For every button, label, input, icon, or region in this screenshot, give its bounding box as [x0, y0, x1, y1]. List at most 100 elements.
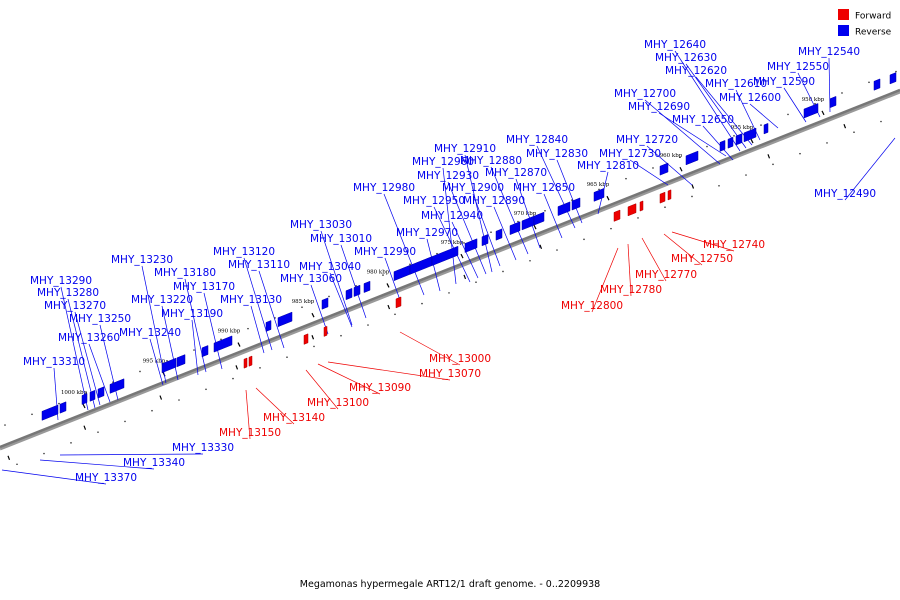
track-dot-lower — [313, 345, 315, 348]
reverse-gene-glyph — [89, 389, 96, 402]
scale-tick-mark — [679, 166, 683, 172]
scale-tick-mark — [83, 425, 87, 430]
track-dot-upper — [841, 92, 843, 94]
reverse-leader-line — [472, 193, 501, 267]
track-dot-lower — [583, 238, 585, 241]
forward-gene-glyph — [395, 296, 402, 309]
reverse-gene-label: MHY_13230 — [111, 254, 173, 266]
reverse-gene-label: MHY_13110 — [228, 259, 290, 271]
reverse-gene-glyph — [743, 127, 757, 143]
reverse-gene-label: MHY_12640 — [644, 39, 706, 51]
reverse-gene-label: MHY_12490 — [814, 188, 876, 200]
reverse-gene-glyph — [393, 264, 411, 282]
reverse-gene-label: MHY_12630 — [655, 52, 717, 64]
reverse-gene-glyph — [557, 201, 571, 217]
forward-gene-label: MHY_13070 — [419, 368, 481, 380]
scale-tick-mark — [767, 154, 771, 159]
reverse-gene-label: MHY_13370 — [75, 472, 137, 484]
legend-forward-label: Forward — [855, 12, 891, 22]
legend-reverse-swatch — [838, 25, 849, 36]
reverse-gene-label: MHY_13060 — [280, 273, 342, 285]
track-dot-lower — [43, 452, 45, 455]
reverse-gene-label: MHY_12550 — [767, 61, 829, 73]
reverse-leader-line — [674, 50, 741, 152]
track-dot-lower — [340, 334, 342, 337]
reverse-gene-label: MHY_12960 — [412, 156, 474, 168]
reverse-gene-glyph — [345, 287, 353, 301]
reverse-leader-line — [695, 76, 753, 146]
reverse-leader-line — [383, 193, 425, 296]
track-dot-upper — [301, 306, 303, 308]
scale-tick-mark — [463, 274, 467, 280]
track-dot-lower — [529, 259, 531, 262]
track-dot-lower — [502, 270, 504, 273]
scale-tick-label: 955 kbp — [731, 125, 754, 131]
track-dot-upper — [652, 167, 654, 169]
genome-caption: Megamonas hypermegale ART12/1 draft geno… — [300, 579, 600, 590]
reverse-gene-label: MHY_13330 — [172, 442, 234, 454]
scale-tick-mark — [460, 253, 464, 259]
track-dot-lower — [448, 292, 450, 294]
track-dot-lower — [691, 195, 693, 198]
track-dot-lower — [232, 377, 234, 380]
reverse-leader-line — [329, 272, 353, 328]
track-dot-lower — [259, 367, 261, 369]
track-dot-upper — [760, 124, 762, 126]
reverse-gene-glyph — [161, 357, 177, 374]
track-dot-lower — [745, 174, 747, 176]
track-dot-lower — [16, 463, 18, 466]
reverse-gene-label: MHY_13170 — [173, 281, 235, 293]
track-dot-upper — [706, 145, 708, 148]
scale-tick-mark — [82, 403, 86, 409]
reverse-gene-glyph — [571, 197, 581, 211]
track-dot-lower — [556, 249, 558, 251]
reverse-gene-label: MHY_12990 — [354, 246, 416, 258]
reverse-leader-line — [320, 230, 353, 326]
track-dot-upper — [733, 135, 735, 137]
scale-tick-mark — [821, 110, 825, 116]
reverse-leader-line — [1, 469, 107, 485]
reverse-gene-label: MHY_12980 — [353, 182, 415, 194]
reverse-gene-label: MHY_12910 — [434, 143, 496, 155]
track-dot-upper — [490, 231, 492, 234]
reverse-gene-glyph — [889, 72, 897, 85]
reverse-gene-label: MHY_12810 — [577, 160, 639, 172]
forward-leader-line — [399, 331, 461, 366]
reverse-gene-label: MHY_12970 — [396, 227, 458, 239]
scale-tick-mark — [311, 335, 315, 340]
track-dot-lower — [853, 131, 855, 134]
reverse-gene-glyph — [97, 386, 105, 399]
track-dot-upper — [679, 156, 681, 159]
track-dot-upper — [220, 338, 222, 341]
track-dot-lower — [799, 152, 801, 155]
backbone — [0, 88, 900, 451]
track-dot-lower — [826, 142, 828, 144]
track-dot-lower — [421, 302, 423, 305]
reverse-gene-label: MHY_12930 — [417, 170, 479, 182]
track-dot-upper — [58, 402, 60, 405]
reverse-gene-label: MHY_12950 — [403, 195, 465, 207]
forward-gene-label: MHY_12750 — [671, 253, 733, 265]
reverse-leader-line — [191, 319, 199, 376]
reverse-gene-glyph — [719, 140, 726, 152]
track-dot-lower — [880, 120, 882, 123]
reverse-gene-label: MHY_13120 — [213, 246, 275, 258]
reverse-leader-line — [490, 166, 529, 255]
reverse-gene-label: MHY_13270 — [44, 300, 106, 312]
forward-gene-label: MHY_12740 — [703, 239, 765, 251]
reverse-leader-line — [749, 103, 779, 129]
forward-gene-label: MHY_13150 — [219, 427, 281, 439]
backbone-line — [0, 88, 900, 449]
reverse-leader-line — [39, 459, 155, 470]
track-dot-upper — [409, 263, 411, 266]
reverse-gene-label: MHY_12900 — [442, 182, 504, 194]
reverse-gene-glyph — [41, 404, 59, 421]
legend-forward-swatch — [838, 9, 849, 20]
reverse-leader-line — [685, 63, 747, 149]
forward-gene-glyph — [639, 200, 644, 212]
reverse-leader-line — [702, 125, 734, 161]
reverse-gene-label: MHY_13340 — [123, 457, 185, 469]
scale-tick-mark — [159, 395, 163, 400]
reverse-gene-label: MHY_12600 — [719, 92, 781, 104]
